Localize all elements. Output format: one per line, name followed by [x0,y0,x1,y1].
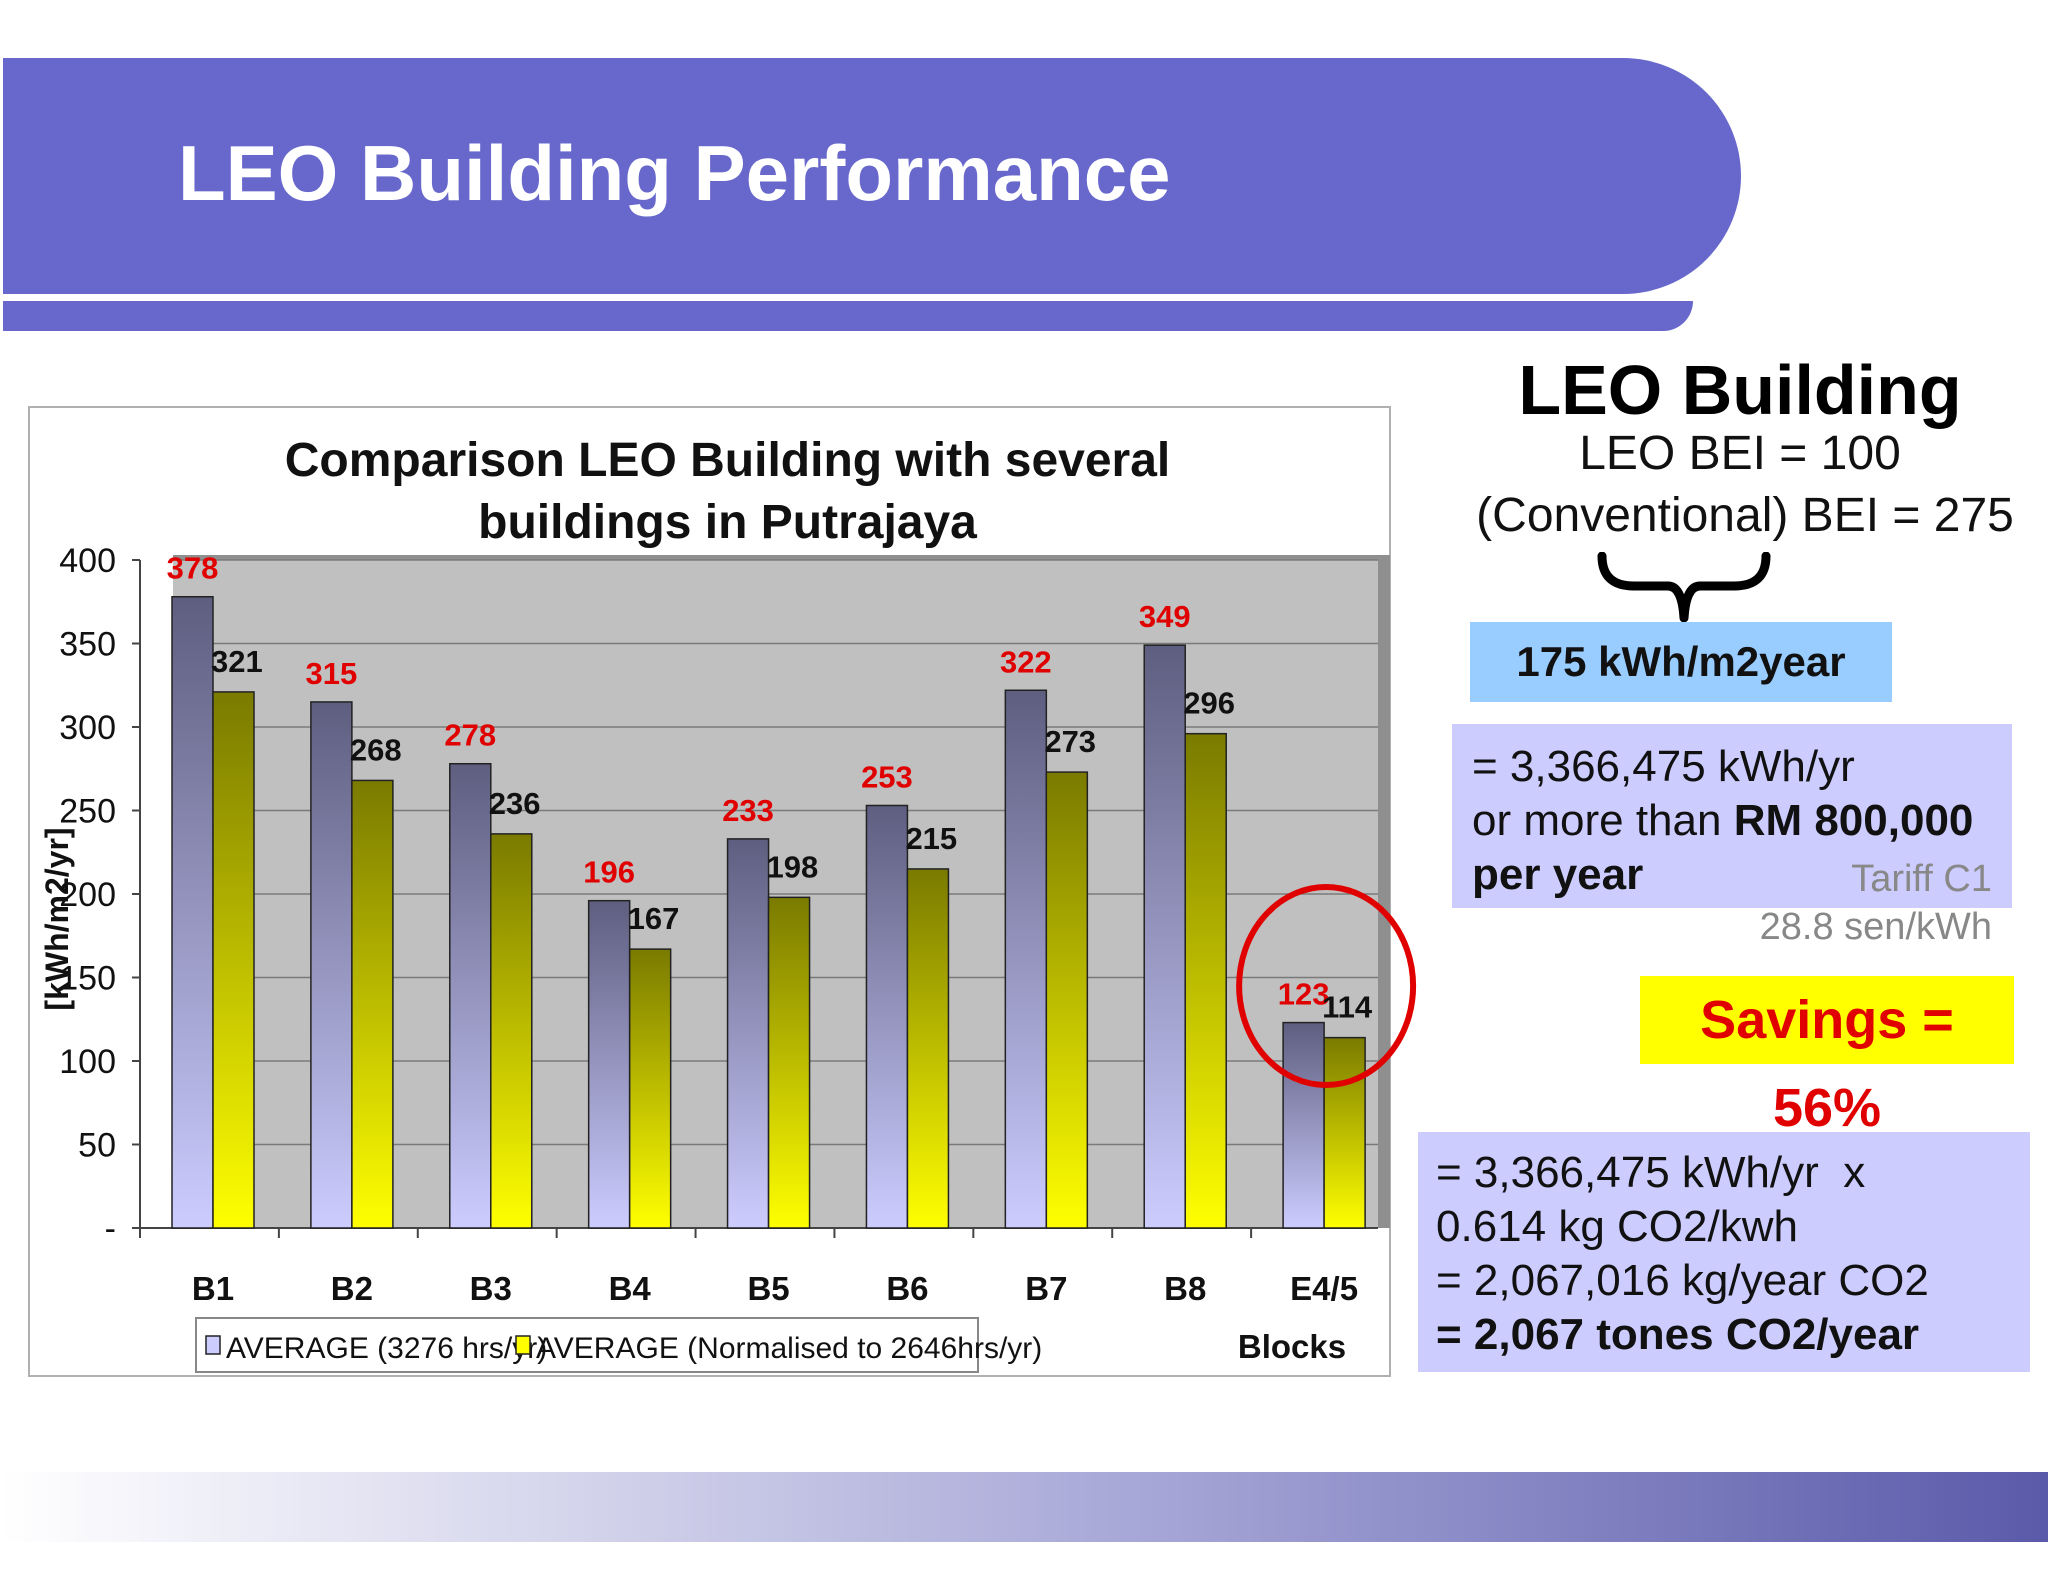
x-tick-label: E4/5 [1290,1270,1358,1307]
y-tick-label: 150 [59,960,116,998]
bar-normalised [1045,771,1089,1229]
bar-average [171,595,214,1229]
bar-normalised [767,896,811,1229]
legend-swatch-average [205,1335,221,1355]
bar-normalised [906,868,950,1229]
leo-bei-text: LEO BEI = 100 [1579,427,1901,480]
data-label: 215 [905,821,957,856]
y-tick-label: 200 [59,876,116,914]
curly-brace-icon [1597,552,1771,623]
bar-average [587,899,631,1229]
tariff-name: Tariff C1 [1851,858,1992,900]
title-divider [0,294,1720,301]
bar-average [1004,689,1048,1229]
x-tick-label: B7 [1025,1270,1067,1307]
data-label: 198 [767,849,819,884]
bar-normalised [212,691,255,1229]
x-tick-label: B1 [192,1270,234,1307]
bar-average [1282,1021,1325,1229]
tariff-rate: 28.8 sen/kWh [1759,906,1992,948]
savings-badge: Savings = 56% [1640,976,2014,1138]
title-underline-band [3,301,1693,331]
legend-label-average: AVERAGE (3276 hrs/yr) [226,1332,547,1365]
energy-line-1: = 3,366,475 kWh/yr [1472,742,1855,791]
data-label: 273 [1044,724,1096,759]
energy-line-2: or more than RM 800,000 [1472,794,2012,848]
data-label: 296 [1183,686,1235,721]
highlight-circle [1236,884,1417,1088]
bar-normalised [351,779,394,1229]
bar-average [1143,644,1186,1229]
data-label: 196 [583,855,635,890]
x-axis-label: Blocks [1238,1328,1346,1365]
legend-label-normalised: AVERAGE (Normalised to 2646hrs/yr) [536,1332,1042,1365]
x-tick-label: B8 [1164,1270,1206,1307]
data-label: 268 [350,732,402,767]
y-tick-label: 100 [59,1043,116,1081]
bar-average [310,701,353,1229]
x-tick-label: B5 [747,1270,789,1307]
energy-savings-box: = 3,366,475 kWh/yr or more than RM 800,0… [1452,724,2012,908]
leo-building-heading: LEO Building [1518,351,1962,429]
x-tick-label: B2 [331,1270,373,1307]
bar-normalised [1323,1036,1366,1229]
title-band [3,58,1741,294]
bar-normalised [1184,732,1227,1229]
chart-title: Comparison LEO Building with several bui… [284,434,1171,549]
co2-line-4: = 2,067 tones CO2/year [1436,1310,1920,1359]
legend-swatch-normalised [515,1335,531,1355]
energy-line-2-amount: RM 800,000 [1733,796,1974,845]
bar-normalised [490,833,533,1229]
slide-title: LEO Building Performance [178,129,1171,217]
y-tick-label: 300 [59,709,116,747]
data-label: 123 [1278,977,1330,1012]
data-label: 278 [444,718,496,753]
bar-average [449,762,492,1229]
x-tick-label: B6 [886,1270,928,1307]
energy-line-3: per year [1472,848,2012,902]
data-label: 236 [489,786,541,821]
y-tick-label: 250 [59,793,116,831]
footer-gradient-bar [0,1472,2048,1542]
data-label: 167 [628,901,680,936]
data-label: 114 [1322,990,1373,1025]
data-label: 322 [1000,644,1052,679]
bar-normalised [628,948,672,1229]
conventional-bei-text: (Conventional) BEI = 275 [1476,489,2014,542]
data-label: 321 [211,644,263,679]
bar-average [865,804,909,1229]
bei-difference-box: 175 kWh/m2year [1470,622,1892,702]
co2-box: = 3,366,475 kWh/yr x 0.614 kg CO2/kwh = … [1418,1132,2030,1372]
data-label: 233 [722,793,774,828]
data-label: 378 [167,551,219,586]
y-tick-label: 400 [59,542,116,580]
y-axis-label: [kWh/m2/yr] [39,827,75,1010]
y-tick-label: 350 [59,626,116,664]
y-tick-label: - [105,1210,116,1248]
data-label: 315 [306,656,358,691]
energy-line-3-text: per year [1472,850,1644,899]
y-tick-label: 50 [78,1127,116,1165]
data-label: 253 [861,759,913,794]
x-tick-label: B4 [609,1270,652,1307]
co2-line-3: = 2,067,016 kg/year CO2 [1436,1256,1929,1305]
co2-line-2: 0.614 kg CO2/kwh [1436,1202,1798,1251]
legend-box [195,1317,979,1373]
x-tick-label: B3 [470,1270,512,1307]
energy-line-2-text: or more than [1472,796,1734,845]
co2-line-1: = 3,366,475 kWh/yr x [1436,1148,1866,1197]
data-label: 349 [1139,599,1191,634]
bar-average [726,838,770,1229]
